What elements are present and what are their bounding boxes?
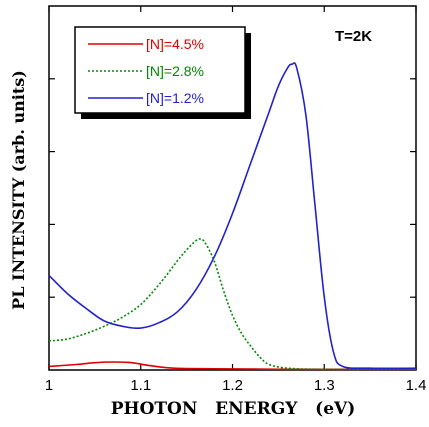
series-line-n-2-8 <box>48 238 417 371</box>
x-tick-label: 1.3 <box>314 377 335 394</box>
legend-label: [N]=2.8% <box>146 63 204 79</box>
x-axis-title: PHOTON ENERGY (eV) <box>111 399 356 419</box>
y-axis-title: PL INTENSITY (arb. units) <box>9 70 28 310</box>
x-tick-label: 1.4 <box>406 377 427 394</box>
x-tick-label: 1.2 <box>222 377 243 394</box>
temperature-annotation: T=2K <box>335 28 372 45</box>
x-tick-label: 1.1 <box>130 377 151 394</box>
legend-label: [N]=1.2% <box>146 90 204 106</box>
series-line-n-4-5 <box>48 361 416 371</box>
series-line-n-1-2 <box>48 62 417 370</box>
legend-label: [N]=4.5% <box>146 36 204 52</box>
x-tick-label: 1 <box>45 377 53 394</box>
